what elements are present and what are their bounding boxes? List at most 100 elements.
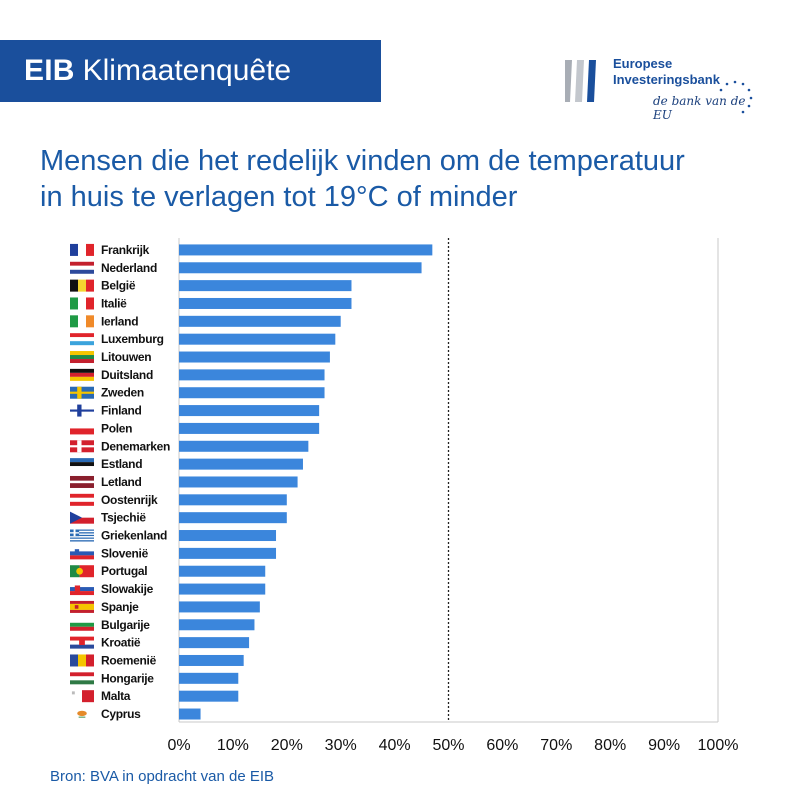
bar [179, 440, 309, 452]
malta-flag [70, 690, 94, 703]
x-tick-label: 60% [486, 737, 518, 754]
category-label: Slowakije [101, 582, 154, 596]
germany-flag [70, 368, 94, 381]
category-label: Slovenië [101, 546, 149, 560]
bar [179, 297, 352, 309]
austria-flag [70, 493, 94, 506]
bar [179, 333, 336, 345]
bar [179, 458, 303, 470]
category-label: Nederland [101, 261, 157, 275]
category-label: Finland [101, 404, 142, 418]
category-label: Zweden [101, 386, 144, 400]
hungary-flag [70, 672, 94, 685]
bulgaria-flag [70, 618, 94, 631]
category-label: Ierland [101, 314, 138, 328]
x-tick-label: 30% [325, 737, 357, 754]
france-flag [70, 243, 94, 256]
category-label: Bulgarije [101, 618, 150, 632]
chart-title-line-2: in huis te verlagen tot 19°C of minder [40, 181, 518, 213]
lithuania-flag [70, 351, 94, 364]
bar [179, 654, 244, 666]
category-label: Spanje [101, 600, 139, 614]
category-label: Kroatië [101, 636, 141, 650]
x-tick-label: 70% [540, 737, 572, 754]
banner-bold-text: EIB [24, 54, 75, 87]
category-label: Luxemburg [101, 332, 164, 346]
bar [179, 547, 277, 559]
category-label: Tsjechië [101, 511, 146, 525]
category-label: Frankrijk [101, 243, 150, 257]
bar [179, 672, 239, 684]
category-label: Oostenrijk [101, 493, 158, 507]
category-label: Duitsland [101, 368, 153, 382]
x-tick-label: 10% [217, 737, 249, 754]
x-tick-label: 20% [271, 737, 303, 754]
category-label: Hongarije [101, 671, 154, 685]
croatia-flag [70, 636, 94, 649]
bar [179, 387, 325, 399]
slovenia-flag [70, 547, 94, 560]
banner-title-text: Klimaatenquête [82, 54, 292, 87]
eib-logo-bars-icon [565, 60, 596, 102]
eu-stars-icon [719, 80, 753, 114]
x-tick-label: 50% [432, 737, 464, 754]
category-label: Litouwen [101, 350, 151, 364]
greece-flag [70, 529, 94, 542]
ireland-flag [70, 315, 94, 328]
source-note: Bron: BVA in opdracht van de EIB [50, 768, 275, 785]
sweden-flag [70, 386, 94, 399]
category-label: Polen [101, 421, 132, 435]
category-label: Malta [101, 689, 131, 703]
x-tick-label: 80% [594, 737, 626, 754]
italy-flag [70, 297, 94, 310]
category-label: Letland [101, 475, 142, 489]
czechia-flag [70, 511, 94, 524]
category-label: Cyprus [101, 707, 141, 721]
x-tick-label: 100% [698, 737, 739, 754]
chart-title-line-1: Mensen die het redelijk vinden om de tem… [40, 145, 685, 177]
x-tick-label: 90% [648, 737, 680, 754]
poland-flag [70, 422, 94, 435]
bar [179, 315, 341, 327]
logo-line-1: Europese [613, 56, 673, 71]
denmark-flag [70, 440, 94, 453]
bar [179, 262, 422, 274]
category-label: België [101, 279, 136, 293]
estonia-flag [70, 458, 94, 471]
bar [179, 512, 287, 524]
survey-banner: EIB Klimaatenquête [0, 40, 381, 102]
spain-flag [70, 600, 94, 613]
bar [179, 280, 352, 292]
bar [179, 530, 277, 542]
bar [179, 708, 201, 720]
belgium-flag [70, 279, 94, 292]
logo-line-2: Investeringsbank [613, 72, 720, 87]
slovakia-flag [70, 583, 94, 596]
bar [179, 619, 255, 631]
bar [179, 476, 298, 488]
logo-tagline: de bank van de EU [653, 94, 746, 122]
x-tick-label: 0% [167, 737, 190, 754]
luxembourg-flag [70, 333, 94, 346]
netherlands-flag [70, 261, 94, 274]
x-tick-label: 40% [379, 737, 411, 754]
latvia-flag [70, 475, 94, 488]
bar [179, 351, 330, 363]
bar [179, 565, 266, 577]
bar [179, 422, 320, 434]
bar [179, 369, 325, 381]
category-label: Griekenland [101, 529, 167, 543]
bar [179, 583, 266, 595]
category-label: Portugal [101, 564, 147, 578]
bar [179, 405, 320, 417]
category-label: Denemarken [101, 439, 170, 453]
bar [179, 601, 260, 613]
chart-title: Mensen die het redelijk vinden om de tem… [40, 143, 760, 215]
logo-name: Europese Investeringsbank [613, 56, 720, 88]
bar [179, 637, 250, 649]
portugal-flag [70, 565, 94, 578]
bar [179, 244, 433, 256]
category-label: Estland [101, 457, 142, 471]
eib-logo: Europese Investeringsbank de bank van de… [565, 54, 765, 122]
